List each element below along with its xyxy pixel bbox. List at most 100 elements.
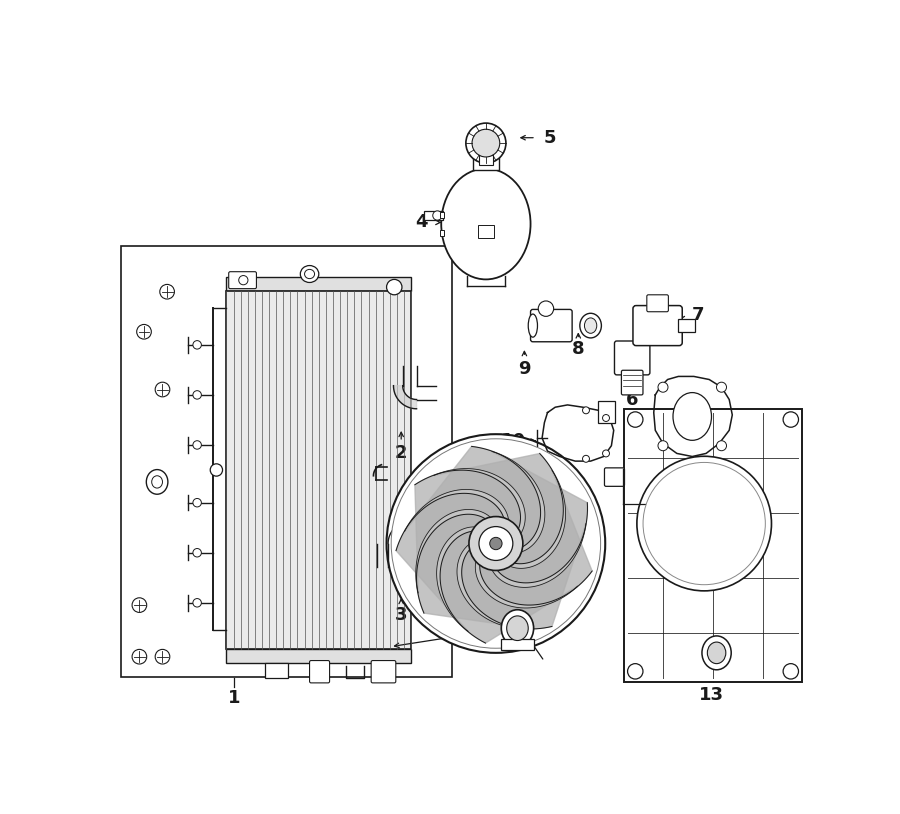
Bar <box>625 409 802 682</box>
Polygon shape <box>393 386 417 409</box>
Polygon shape <box>396 493 505 632</box>
Bar <box>265 663 288 678</box>
Polygon shape <box>480 470 592 605</box>
Ellipse shape <box>441 168 531 279</box>
Circle shape <box>472 129 500 157</box>
Ellipse shape <box>507 616 528 641</box>
FancyBboxPatch shape <box>605 468 625 486</box>
Bar <box>121 246 452 676</box>
Text: 4: 4 <box>415 213 428 231</box>
Ellipse shape <box>707 642 725 663</box>
Circle shape <box>193 440 202 449</box>
Circle shape <box>627 663 643 679</box>
Bar <box>424 211 443 220</box>
Polygon shape <box>388 522 410 544</box>
Text: 13: 13 <box>699 686 724 704</box>
Text: 12: 12 <box>508 632 534 650</box>
FancyBboxPatch shape <box>530 309 572 342</box>
FancyBboxPatch shape <box>229 272 256 289</box>
Polygon shape <box>653 376 733 457</box>
Text: 2: 2 <box>395 444 408 462</box>
Text: 1: 1 <box>228 689 240 707</box>
Circle shape <box>160 284 175 299</box>
Circle shape <box>155 650 170 664</box>
Bar <box>440 212 445 218</box>
Circle shape <box>582 407 590 414</box>
Ellipse shape <box>673 392 712 440</box>
Circle shape <box>538 301 554 317</box>
Circle shape <box>387 434 605 653</box>
Circle shape <box>433 211 442 220</box>
Circle shape <box>238 276 248 285</box>
Ellipse shape <box>580 313 601 338</box>
Circle shape <box>637 457 771 591</box>
Circle shape <box>193 498 202 507</box>
Bar <box>227 277 411 291</box>
Bar <box>678 319 695 332</box>
Bar <box>440 230 445 236</box>
Circle shape <box>211 464 222 476</box>
Text: 5: 5 <box>544 129 556 147</box>
Text: 9: 9 <box>518 360 531 378</box>
Bar <box>478 225 493 238</box>
Circle shape <box>392 439 600 648</box>
Circle shape <box>658 383 668 392</box>
Circle shape <box>783 663 798 679</box>
Circle shape <box>479 527 513 561</box>
Ellipse shape <box>584 318 597 333</box>
Circle shape <box>602 450 609 457</box>
FancyBboxPatch shape <box>633 305 682 346</box>
Bar <box>500 639 535 650</box>
Circle shape <box>643 462 765 584</box>
Ellipse shape <box>528 314 537 337</box>
Polygon shape <box>405 446 541 549</box>
Polygon shape <box>417 514 531 628</box>
FancyBboxPatch shape <box>371 660 396 683</box>
Circle shape <box>132 597 147 612</box>
Ellipse shape <box>304 269 315 278</box>
Ellipse shape <box>147 470 168 494</box>
Text: 6: 6 <box>626 391 638 409</box>
Text: 11: 11 <box>694 450 718 468</box>
Circle shape <box>658 440 668 451</box>
Ellipse shape <box>702 636 731 670</box>
Polygon shape <box>440 531 578 643</box>
Circle shape <box>582 455 590 462</box>
Polygon shape <box>542 405 614 461</box>
Text: 10: 10 <box>501 432 526 450</box>
Circle shape <box>193 549 202 557</box>
Text: 8: 8 <box>572 339 585 357</box>
FancyBboxPatch shape <box>647 295 669 312</box>
Circle shape <box>155 383 170 397</box>
Bar <box>472 147 499 170</box>
Bar <box>227 291 411 649</box>
Circle shape <box>716 383 726 392</box>
Polygon shape <box>434 453 563 564</box>
Polygon shape <box>492 452 588 583</box>
FancyBboxPatch shape <box>310 660 329 683</box>
Circle shape <box>783 412 798 427</box>
Circle shape <box>193 598 202 607</box>
Bar <box>479 155 493 164</box>
FancyBboxPatch shape <box>615 341 650 375</box>
Circle shape <box>387 279 402 295</box>
Circle shape <box>137 325 151 339</box>
Bar <box>598 401 616 422</box>
Ellipse shape <box>501 610 534 646</box>
Ellipse shape <box>152 475 163 488</box>
Polygon shape <box>462 523 586 629</box>
Bar <box>227 649 411 663</box>
Circle shape <box>469 517 523 571</box>
Circle shape <box>716 440 726 451</box>
FancyBboxPatch shape <box>621 370 643 395</box>
Circle shape <box>602 414 609 422</box>
Circle shape <box>466 123 506 163</box>
Polygon shape <box>415 470 520 593</box>
Text: 3: 3 <box>395 606 408 624</box>
Text: 7: 7 <box>692 306 705 324</box>
Circle shape <box>193 391 202 399</box>
Circle shape <box>490 537 502 549</box>
Circle shape <box>193 340 202 349</box>
Ellipse shape <box>301 265 319 282</box>
Circle shape <box>627 412 643 427</box>
